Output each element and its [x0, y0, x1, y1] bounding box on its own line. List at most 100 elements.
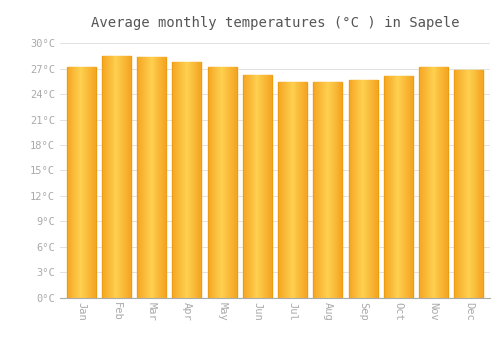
- Bar: [154, 57, 156, 298]
- Bar: [284, 82, 285, 298]
- Bar: [360, 80, 361, 298]
- Bar: [180, 62, 181, 298]
- Bar: [88, 67, 89, 298]
- Bar: [385, 77, 386, 298]
- Bar: [470, 70, 471, 298]
- Bar: [421, 67, 422, 298]
- Bar: [296, 82, 298, 298]
- Bar: [356, 80, 358, 298]
- Bar: [364, 80, 365, 298]
- Bar: [303, 82, 304, 298]
- Bar: [396, 77, 398, 298]
- Bar: [350, 80, 352, 298]
- Bar: [94, 67, 96, 298]
- Bar: [467, 70, 468, 298]
- Bar: [298, 82, 300, 298]
- Bar: [156, 57, 158, 298]
- Bar: [247, 75, 248, 298]
- Bar: [292, 82, 294, 298]
- Bar: [279, 82, 280, 298]
- Bar: [476, 70, 478, 298]
- Bar: [123, 56, 124, 298]
- Bar: [281, 82, 282, 298]
- Bar: [402, 77, 403, 298]
- Bar: [289, 82, 290, 298]
- Bar: [445, 67, 446, 298]
- Bar: [454, 70, 456, 298]
- Bar: [464, 70, 465, 298]
- Bar: [116, 56, 117, 298]
- Bar: [436, 67, 438, 298]
- Bar: [228, 67, 229, 298]
- Bar: [118, 56, 120, 298]
- Bar: [122, 56, 123, 298]
- Bar: [320, 82, 321, 298]
- Bar: [163, 57, 164, 298]
- Bar: [245, 75, 246, 298]
- Bar: [172, 62, 174, 298]
- Bar: [429, 67, 430, 298]
- Bar: [423, 67, 424, 298]
- Bar: [432, 67, 434, 298]
- Bar: [387, 77, 388, 298]
- Bar: [386, 77, 387, 298]
- Bar: [223, 67, 224, 298]
- Bar: [162, 57, 163, 298]
- Bar: [388, 77, 390, 298]
- Bar: [425, 67, 426, 298]
- Bar: [461, 70, 462, 298]
- Bar: [404, 77, 405, 298]
- Bar: [305, 82, 306, 298]
- Bar: [114, 56, 116, 298]
- Bar: [179, 62, 180, 298]
- Bar: [330, 82, 331, 298]
- Bar: [182, 62, 183, 298]
- Bar: [160, 57, 162, 298]
- Bar: [144, 57, 145, 298]
- Bar: [411, 77, 412, 298]
- Bar: [139, 57, 140, 298]
- Bar: [463, 70, 464, 298]
- Bar: [384, 77, 385, 298]
- Bar: [267, 75, 268, 298]
- Bar: [424, 67, 425, 298]
- Bar: [130, 56, 131, 298]
- Bar: [258, 75, 260, 298]
- Bar: [158, 57, 160, 298]
- Bar: [458, 70, 459, 298]
- Bar: [340, 82, 342, 298]
- Bar: [261, 75, 262, 298]
- Bar: [269, 75, 270, 298]
- Bar: [318, 82, 319, 298]
- Bar: [174, 62, 176, 298]
- Bar: [125, 56, 126, 298]
- Bar: [304, 82, 305, 298]
- Bar: [468, 70, 469, 298]
- Bar: [70, 67, 72, 298]
- Bar: [200, 62, 202, 298]
- Bar: [352, 80, 354, 298]
- Bar: [466, 70, 467, 298]
- Bar: [164, 57, 165, 298]
- Bar: [92, 67, 94, 298]
- Bar: [224, 67, 225, 298]
- Bar: [190, 62, 192, 298]
- Bar: [460, 70, 461, 298]
- Bar: [87, 67, 88, 298]
- Bar: [124, 56, 125, 298]
- Bar: [426, 67, 427, 298]
- Bar: [400, 77, 402, 298]
- Bar: [376, 80, 378, 298]
- Bar: [278, 82, 279, 298]
- Bar: [294, 82, 296, 298]
- Bar: [176, 62, 178, 298]
- Bar: [146, 57, 147, 298]
- Bar: [103, 56, 104, 298]
- Bar: [121, 56, 122, 298]
- Bar: [412, 77, 413, 298]
- Bar: [106, 56, 107, 298]
- Bar: [82, 67, 83, 298]
- Bar: [438, 67, 440, 298]
- Bar: [145, 57, 146, 298]
- Bar: [189, 62, 190, 298]
